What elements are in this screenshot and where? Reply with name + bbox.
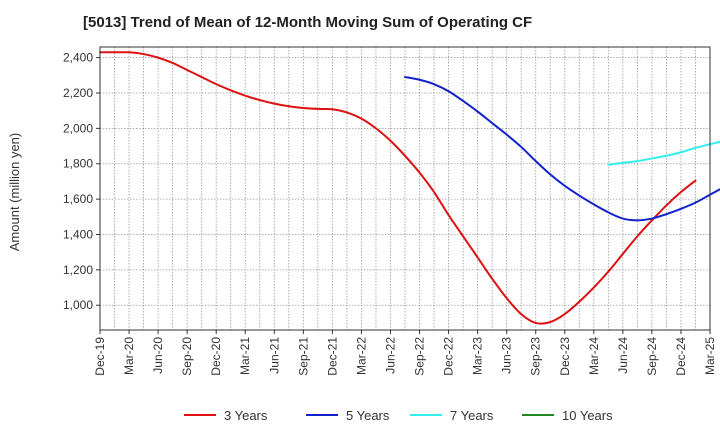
y-tick-label: 1,400 [63, 227, 93, 241]
y-axis: 1,000 1,200 1,400 1,600 1,800 2,000 2,200 2,400 [63, 51, 100, 312]
x-tick-label: Mar-23 [471, 337, 485, 375]
x-tick-label: Mar-25 [703, 337, 717, 375]
x-tick-label: Sep-23 [529, 337, 543, 376]
x-tick-label: Dec-23 [558, 337, 572, 376]
series-layer [99, 51, 720, 325]
x-tick-label: Jun-24 [616, 337, 630, 374]
plot-frame [99, 46, 711, 331]
y-tick-label: 1,200 [63, 263, 93, 277]
x-tick-label: Dec-24 [674, 337, 688, 376]
y-tick-label: 1,600 [63, 192, 93, 206]
x-tick-label: Mar-20 [122, 337, 136, 375]
x-tick-label: Dec-20 [209, 337, 223, 376]
chart-grid [99, 47, 711, 330]
x-tick-label: Mar-22 [354, 337, 368, 375]
x-tick-label: Jun-22 [383, 337, 397, 374]
x-axis: Dec-19 Mar-20 Jun-20 Sep-20 Dec-20 Mar-21 Jun-… [93, 330, 717, 376]
x-tick-label: Sep-22 [413, 337, 427, 376]
series-line-5-years [404, 76, 720, 222]
legend-item: 3 Years [184, 408, 268, 423]
legend-label: 10 Years [562, 408, 613, 423]
series-line-7-years [607, 140, 720, 166]
x-tick-label: Dec-22 [442, 337, 456, 376]
legend-label: 7 Years [450, 408, 494, 423]
x-tick-label: Mar-24 [587, 337, 601, 375]
x-tick-label: Sep-21 [296, 337, 310, 376]
y-tick-label: 2,200 [63, 86, 93, 100]
legend-item: 5 Years [306, 408, 390, 423]
legend-label: 5 Years [346, 408, 390, 423]
chart-title: [5013] Trend of Mean of 12-Month Moving … [83, 14, 532, 31]
x-tick-label: Sep-20 [180, 337, 194, 376]
y-axis-label: Amount (million yen) [7, 133, 22, 252]
x-tick-label: Jun-20 [151, 337, 165, 374]
legend-item: 7 Years [410, 408, 494, 423]
series-line-3-years [99, 51, 697, 325]
x-tick-label: Dec-19 [93, 337, 107, 376]
x-tick-label: Jun-21 [267, 337, 281, 374]
y-tick-label: 2,000 [63, 121, 93, 135]
x-tick-label: Mar-21 [238, 337, 252, 375]
legend-label: 3 Years [224, 408, 268, 423]
y-tick-label: 2,400 [63, 51, 93, 65]
y-tick-label: 1,800 [63, 157, 93, 171]
y-tick-label: 1,000 [63, 298, 93, 312]
x-tick-label: Jun-23 [500, 337, 514, 374]
legend-item: 10 Years [522, 408, 613, 423]
legend: 3 Years 5 Years 7 Years 10 Years [184, 408, 613, 423]
x-tick-label: Dec-21 [325, 337, 339, 376]
x-tick-label: Sep-24 [645, 337, 659, 376]
